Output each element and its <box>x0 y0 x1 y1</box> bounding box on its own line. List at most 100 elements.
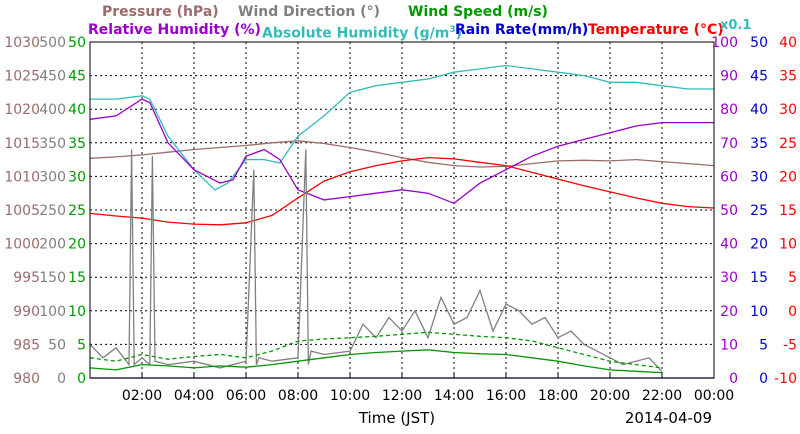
series-relative-humidity <box>89 98 714 205</box>
legend-absolute-humidity: Absolute Humidity (g/m3) <box>262 22 462 42</box>
legend-absolute-humidity-text: Absolute Humidity (g/m <box>262 25 450 42</box>
tick-label-wind-direction: 0 <box>57 371 66 387</box>
tick-label-wind-direction: 250 <box>39 203 66 219</box>
tick-label-wind-direction: 500 <box>39 35 66 51</box>
x-tick-label: 04:00 <box>174 388 214 404</box>
grid <box>90 42 714 378</box>
tick-labels: 9809859909951000100510101015102010251030… <box>4 35 797 404</box>
tick-label-rain-rate: 50 <box>750 35 768 51</box>
tick-label-rain-rate: 20 <box>750 237 768 253</box>
tick-label-wind-direction: 200 <box>39 237 66 253</box>
tick-label-humidity: 100 <box>711 35 738 51</box>
tick-label-pressure: 980 <box>13 371 40 387</box>
tick-label-pressure: 995 <box>13 270 40 286</box>
tick-label-humidity: 50 <box>720 203 738 219</box>
tick-label-wind-speed: 40 <box>68 102 86 118</box>
series-absolute-humidity <box>90 64 714 191</box>
legend-temperature: Temperature (°C) <box>588 22 724 38</box>
x-tick-label: 18:00 <box>538 388 578 404</box>
tick-label-temperature: 30 <box>779 102 797 118</box>
tick-label-temperature: 35 <box>779 69 797 85</box>
tick-label-pressure: 1000 <box>4 237 40 253</box>
tick-label-temperature: -10 <box>774 371 797 387</box>
tick-label-rain-rate: 15 <box>750 270 768 286</box>
tick-label-wind-speed: 15 <box>68 270 86 286</box>
tick-label-humidity: 90 <box>720 69 738 85</box>
x-tick-label: 16:00 <box>486 388 526 404</box>
tick-label-pressure: 1015 <box>4 136 40 152</box>
tick-label-temperature: 15 <box>779 203 797 219</box>
legend-scale-note: x0.1 <box>720 18 752 33</box>
x-axis-label: Time (JST) <box>358 409 435 427</box>
tick-label-rain-rate: 35 <box>750 136 768 152</box>
tick-label-wind-speed: 35 <box>68 136 86 152</box>
date-label: 2014-04-09 <box>625 409 712 427</box>
legend-pressure: Pressure (hPa) <box>102 4 219 20</box>
tick-label-wind-direction: 350 <box>39 136 66 152</box>
legend-wind-speed: Wind Speed (m/s) <box>408 4 548 20</box>
tick-label-wind-direction: 450 <box>39 69 66 85</box>
tick-label-temperature: 10 <box>779 237 797 253</box>
x-tick-label: 06:00 <box>226 388 266 404</box>
tick-label-rain-rate: 25 <box>750 203 768 219</box>
tick-label-temperature: 40 <box>779 35 797 51</box>
tick-label-humidity: 60 <box>720 169 738 185</box>
tick-label-temperature: 20 <box>779 169 797 185</box>
tick-label-humidity: 10 <box>720 337 738 353</box>
series-wind-direction <box>89 149 663 372</box>
tick-label-temperature: -5 <box>783 337 797 353</box>
tick-label-humidity: 0 <box>729 371 738 387</box>
tick-label-rain-rate: 40 <box>750 102 768 118</box>
tick-label-temperature: 25 <box>779 136 797 152</box>
x-tick-label: 10:00 <box>330 388 370 404</box>
tick-label-temperature: 0 <box>788 304 797 320</box>
tick-label-pressure: 985 <box>13 337 40 353</box>
tick-label-humidity: 40 <box>720 237 738 253</box>
tick-label-wind-direction: 100 <box>39 304 66 320</box>
tick-label-wind-direction: 50 <box>48 337 66 353</box>
tick-label-wind-speed: 30 <box>68 169 86 185</box>
tick-label-wind-direction: 150 <box>39 270 66 286</box>
series-temperature <box>89 156 715 226</box>
tick-label-humidity: 20 <box>720 304 738 320</box>
legend-relative-humidity: Relative Humidity (%) <box>88 22 261 38</box>
tick-label-pressure: 1020 <box>4 102 40 118</box>
tick-label-humidity: 30 <box>720 270 738 286</box>
series-pressure <box>89 140 715 168</box>
x-tick-label: 00:00 <box>694 388 734 404</box>
tick-label-wind-speed: 20 <box>68 237 86 253</box>
tick-label-rain-rate: 10 <box>750 304 768 320</box>
tick-label-humidity: 80 <box>720 102 738 118</box>
legend-rain-rate: Rain Rate(mm/h) <box>455 22 589 38</box>
tick-label-pressure: 990 <box>13 304 40 320</box>
tick-label-pressure: 1005 <box>4 203 40 219</box>
tick-label-wind-direction: 300 <box>39 169 66 185</box>
legend-wind-direction: Wind Direction (°) <box>238 4 380 20</box>
tick-label-temperature: 5 <box>788 270 797 286</box>
tick-label-wind-speed: 5 <box>77 337 86 353</box>
tick-label-pressure: 1030 <box>4 35 40 51</box>
tick-label-pressure: 1025 <box>4 69 40 85</box>
tick-label-wind-speed: 10 <box>68 304 86 320</box>
legend-absolute-humidity-close: ) <box>455 25 463 42</box>
x-tick-label: 20:00 <box>590 388 630 404</box>
series-wind-speed <box>89 349 663 374</box>
tick-label-rain-rate: 30 <box>750 169 768 185</box>
tick-label-rain-rate: 45 <box>750 69 768 85</box>
tick-label-rain-rate: 5 <box>759 337 768 353</box>
tick-label-wind-speed: 45 <box>68 69 86 85</box>
x-tick-label: 08:00 <box>278 388 318 404</box>
x-tick-label: 22:00 <box>642 388 682 404</box>
series-wind-speed-max <box>89 331 663 369</box>
tick-label-humidity: 70 <box>720 136 738 152</box>
tick-label-pressure: 1010 <box>4 169 40 185</box>
tick-label-wind-speed: 50 <box>68 35 86 51</box>
x-tick-label: 12:00 <box>382 388 422 404</box>
x-tick-label: 02:00 <box>122 388 162 404</box>
legend-absolute-humidity-sup: 3 <box>449 25 456 35</box>
x-tick-label: 14:00 <box>434 388 474 404</box>
tick-label-wind-direction: 400 <box>39 102 66 118</box>
tick-label-wind-speed: 0 <box>77 371 86 387</box>
tick-label-wind-speed: 25 <box>68 203 86 219</box>
